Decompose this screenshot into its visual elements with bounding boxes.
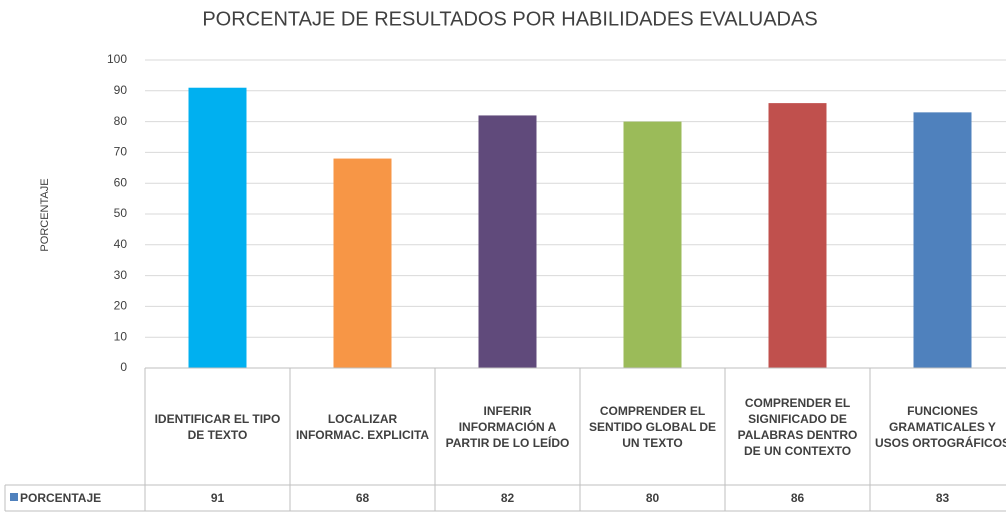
y-tick-label: 50	[114, 206, 128, 220]
y-tick-label: 80	[114, 114, 128, 128]
bar	[768, 103, 827, 369]
y-axis-title: PORCENTAJE	[39, 178, 51, 251]
bar	[913, 112, 972, 368]
legend-key	[10, 493, 18, 501]
bar	[623, 121, 682, 368]
table-value: 68	[355, 491, 370, 505]
y-tick-label: 30	[114, 268, 128, 282]
y-tick-label: 60	[114, 175, 128, 189]
bar	[478, 115, 537, 368]
table-value: 83	[935, 491, 950, 505]
table-value: 82	[500, 491, 515, 505]
category-label: IDENTIFICAR EL TIPO DE TEXTO	[154, 411, 281, 442]
bar	[333, 158, 392, 368]
y-tick-label: 100	[107, 52, 127, 66]
category-label: COMPRENDER EL SIGNIFICADO DE PALABRAS DE…	[737, 395, 858, 458]
y-tick-label: 70	[114, 145, 128, 159]
category-label: INFERIR INFORMACIÓN A PARTIR DE LO LEÍDO	[445, 403, 570, 450]
table-value: 91	[210, 491, 225, 505]
bar	[188, 87, 247, 368]
y-tick-label: 90	[114, 83, 128, 97]
table-value: 80	[645, 491, 660, 505]
y-tick-label: 40	[114, 237, 128, 251]
chart-title: PORCENTAJE DE RESULTADOS POR HABILIDADES…	[202, 8, 817, 30]
category-label: LOCALIZAR INFORMAC. EXPLICITA	[295, 411, 430, 442]
table-value: 86	[790, 491, 805, 505]
y-tick-label: 20	[114, 299, 128, 313]
legend-label: PORCENTAJE	[20, 491, 102, 505]
category-label: FUNCIONES GRAMATICALES Y USOS ORTOGRÁFIC…	[874, 403, 1006, 450]
category-label: COMPRENDER EL SENTIDO GLOBAL DE UN TEXTO	[588, 403, 717, 450]
y-tick-label: 10	[114, 329, 128, 343]
y-tick-label: 0	[120, 360, 127, 374]
